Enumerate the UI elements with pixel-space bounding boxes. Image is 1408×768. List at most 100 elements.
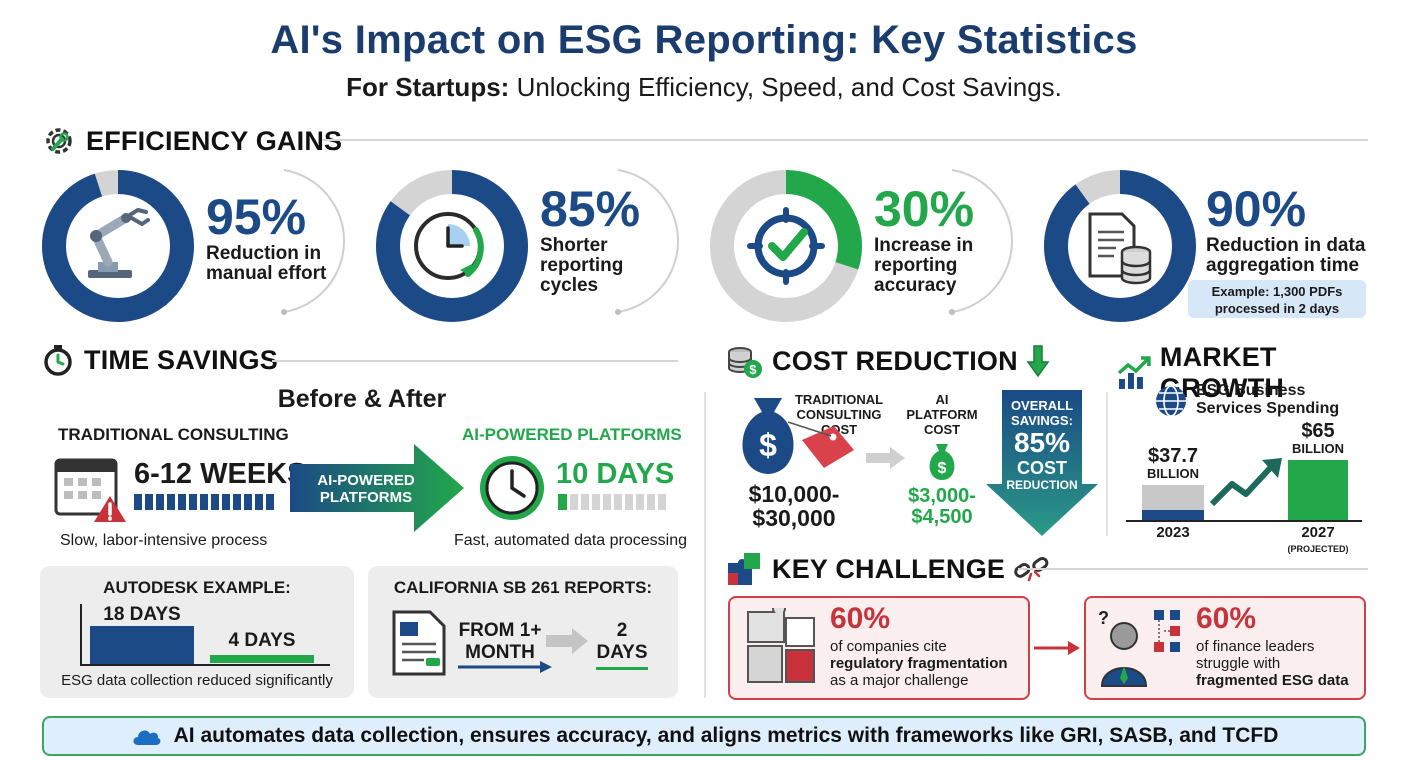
efficiency-heading-text: EFFICIENCY GAINS: [86, 125, 343, 156]
stat-ring-2: [376, 170, 528, 322]
svg-text:$: $: [759, 427, 777, 463]
page-title: AI's Impact on ESG Reporting: Key Statis…: [270, 18, 1138, 62]
stat-desc-4: Reduction in data aggregation time: [1206, 235, 1366, 276]
stat-desc-3: Increase in reporting accuracy: [874, 235, 974, 296]
autodesk-note: ESG data collection reduced significantl…: [61, 672, 333, 689]
california-to-underline: [596, 667, 648, 670]
arrow-down-icon: [1026, 345, 1050, 378]
california-gray-arrow: [546, 628, 588, 654]
market-subtitle: ESG Business Services Spending: [1196, 382, 1340, 417]
stat-desc-2: Shorter reporting cycles: [540, 235, 624, 296]
puzzle-icon: [728, 553, 760, 585]
globe-icon: [1156, 385, 1186, 417]
time-savings-heading-text: TIME SAVINGS: [84, 344, 278, 375]
gear-wrench-icon: [46, 128, 72, 154]
autodesk-before-label: 18 DAYS: [103, 604, 181, 625]
half-divider: [704, 392, 706, 698]
ai-arrow: [290, 444, 464, 532]
market-bar-2023: [1142, 485, 1204, 520]
ai-label: AI-POWERED PLATFORMS: [462, 425, 682, 444]
efficiency-heading: EFFICIENCY GAINS: [40, 122, 342, 160]
cost-market-divider: [1106, 392, 1108, 536]
challenge-heading-text: KEY CHALLENGE: [772, 553, 1006, 584]
traditional-note: Slow, labor-intensive process: [60, 532, 268, 549]
savings-arrow: [986, 390, 1098, 536]
market-bar-2027-label: $65 BILLION: [1292, 420, 1344, 456]
california-title: CALIFORNIA SB 261 REPORTS:: [393, 578, 653, 597]
svg-text:$: $: [749, 362, 757, 377]
money-bag-icon: $: [742, 398, 854, 474]
challenge-right-pct: 60%: [1196, 602, 1257, 635]
time-savings-divider: [272, 360, 678, 362]
stat-ring-3: [710, 170, 862, 322]
challenge-left-pct: 60%: [830, 602, 891, 635]
autodesk-baseline: [80, 664, 330, 666]
cost-heading: $ COST REDUCTION: [726, 342, 1050, 380]
footer-text: AI automates data collection, ensures ac…: [173, 724, 1279, 747]
clock-refresh-icon: [414, 212, 484, 280]
footer-banner: AI automates data collection, ensures ac…: [42, 716, 1366, 756]
challenge-arrow: [1034, 641, 1080, 655]
cloud-icon: [133, 730, 161, 745]
coins-icon: $: [728, 347, 762, 378]
california-line-arrow: [458, 661, 552, 673]
efficiency-divider: [322, 139, 1368, 141]
traditional-label: TRADITIONAL CONSULTING: [58, 425, 289, 444]
autodesk-title: AUTODESK EXAMPLE:: [103, 578, 291, 597]
connector-arc-1: [281, 169, 345, 315]
subtitle-rest: Unlocking Efficiency, Speed, and Cost Sa…: [516, 72, 1062, 102]
stopwatch-icon: [44, 345, 72, 376]
arrow-label: AI-POWERED PLATFORMS: [317, 472, 415, 506]
time-savings-heading: TIME SAVINGS: [40, 342, 278, 378]
challenge-heading: KEY CHALLENGE: [726, 551, 1049, 587]
connector-arc-2: [615, 169, 679, 315]
autodesk-after-label: 4 DAYS: [228, 630, 296, 651]
small-money-bag-icon: $: [929, 444, 955, 480]
stat-desc-1: Reduction in manual effort: [206, 243, 327, 284]
cost-heading-text: COST REDUCTION: [772, 345, 1018, 376]
stat-value-1: 95%: [206, 189, 307, 245]
stat-value-3: 30%: [874, 181, 975, 237]
trend-arrow: [1210, 458, 1282, 507]
ai-value: 10 DAYS: [556, 458, 675, 490]
traditional-value: 6-12 WEEKS: [134, 458, 307, 490]
autodesk-axis: [80, 604, 82, 666]
ai-progress: [558, 494, 666, 510]
connector-arc-3: [949, 169, 1013, 315]
autodesk-bar-after: [210, 654, 314, 663]
cost-gray-arrow: [866, 447, 905, 469]
report-document-icon: [392, 610, 446, 676]
california-to: 2 DAYS: [596, 620, 648, 663]
stat-value-4: 90%: [1206, 181, 1307, 237]
stat-value-2: 85%: [540, 181, 641, 237]
puzzle-pieces-icon: [747, 608, 815, 683]
market-year-2027: 2027 (PROJECTED): [1287, 524, 1349, 554]
challenge-divider: [1018, 568, 1368, 570]
market-bar-2027: [1288, 460, 1348, 520]
savings-text: OVERALL SAVINGS: 85% COST REDUCTION: [1006, 398, 1078, 492]
market-year-2023: 2023: [1156, 524, 1190, 541]
before-after-label: Before & After: [277, 385, 447, 413]
subtitle-bold: For Startups:: [346, 72, 510, 102]
page-subtitle: For Startups: Unlocking Efficiency, Spee…: [0, 72, 1408, 103]
autodesk-bar-before: [90, 626, 194, 664]
calendar-warning-icon: [54, 458, 126, 522]
document-database-icon: [1088, 212, 1152, 285]
svg-text:$: $: [938, 460, 947, 477]
challenge-left-text: of companies cite regulatory fragmentati…: [830, 638, 1008, 689]
svg-text:?: ?: [1098, 608, 1109, 628]
ai-cost-value: $3,000- $4,500: [908, 485, 976, 528]
trad-cost-value: $10,000- $30,000: [748, 481, 840, 531]
market-bar-2023-label: $37.7 BILLION: [1147, 445, 1199, 482]
clock-icon: [480, 456, 544, 520]
ai-note: Fast, automated data processing: [454, 532, 688, 549]
traditional-progress: [134, 494, 274, 510]
california-from: FROM 1+ MONTH: [458, 620, 542, 663]
target-check-icon: [747, 207, 825, 285]
example-callout: Example: 1,300 PDFs processed in 2 days: [1188, 280, 1366, 318]
growth-chart-icon: [1117, 356, 1151, 389]
challenge-right-text: of finance leaders struggle with fragmen…: [1196, 638, 1349, 689]
market-baseline: [1126, 520, 1362, 522]
stat-ring-1: [42, 170, 194, 322]
robot-arm-icon: [88, 208, 150, 278]
